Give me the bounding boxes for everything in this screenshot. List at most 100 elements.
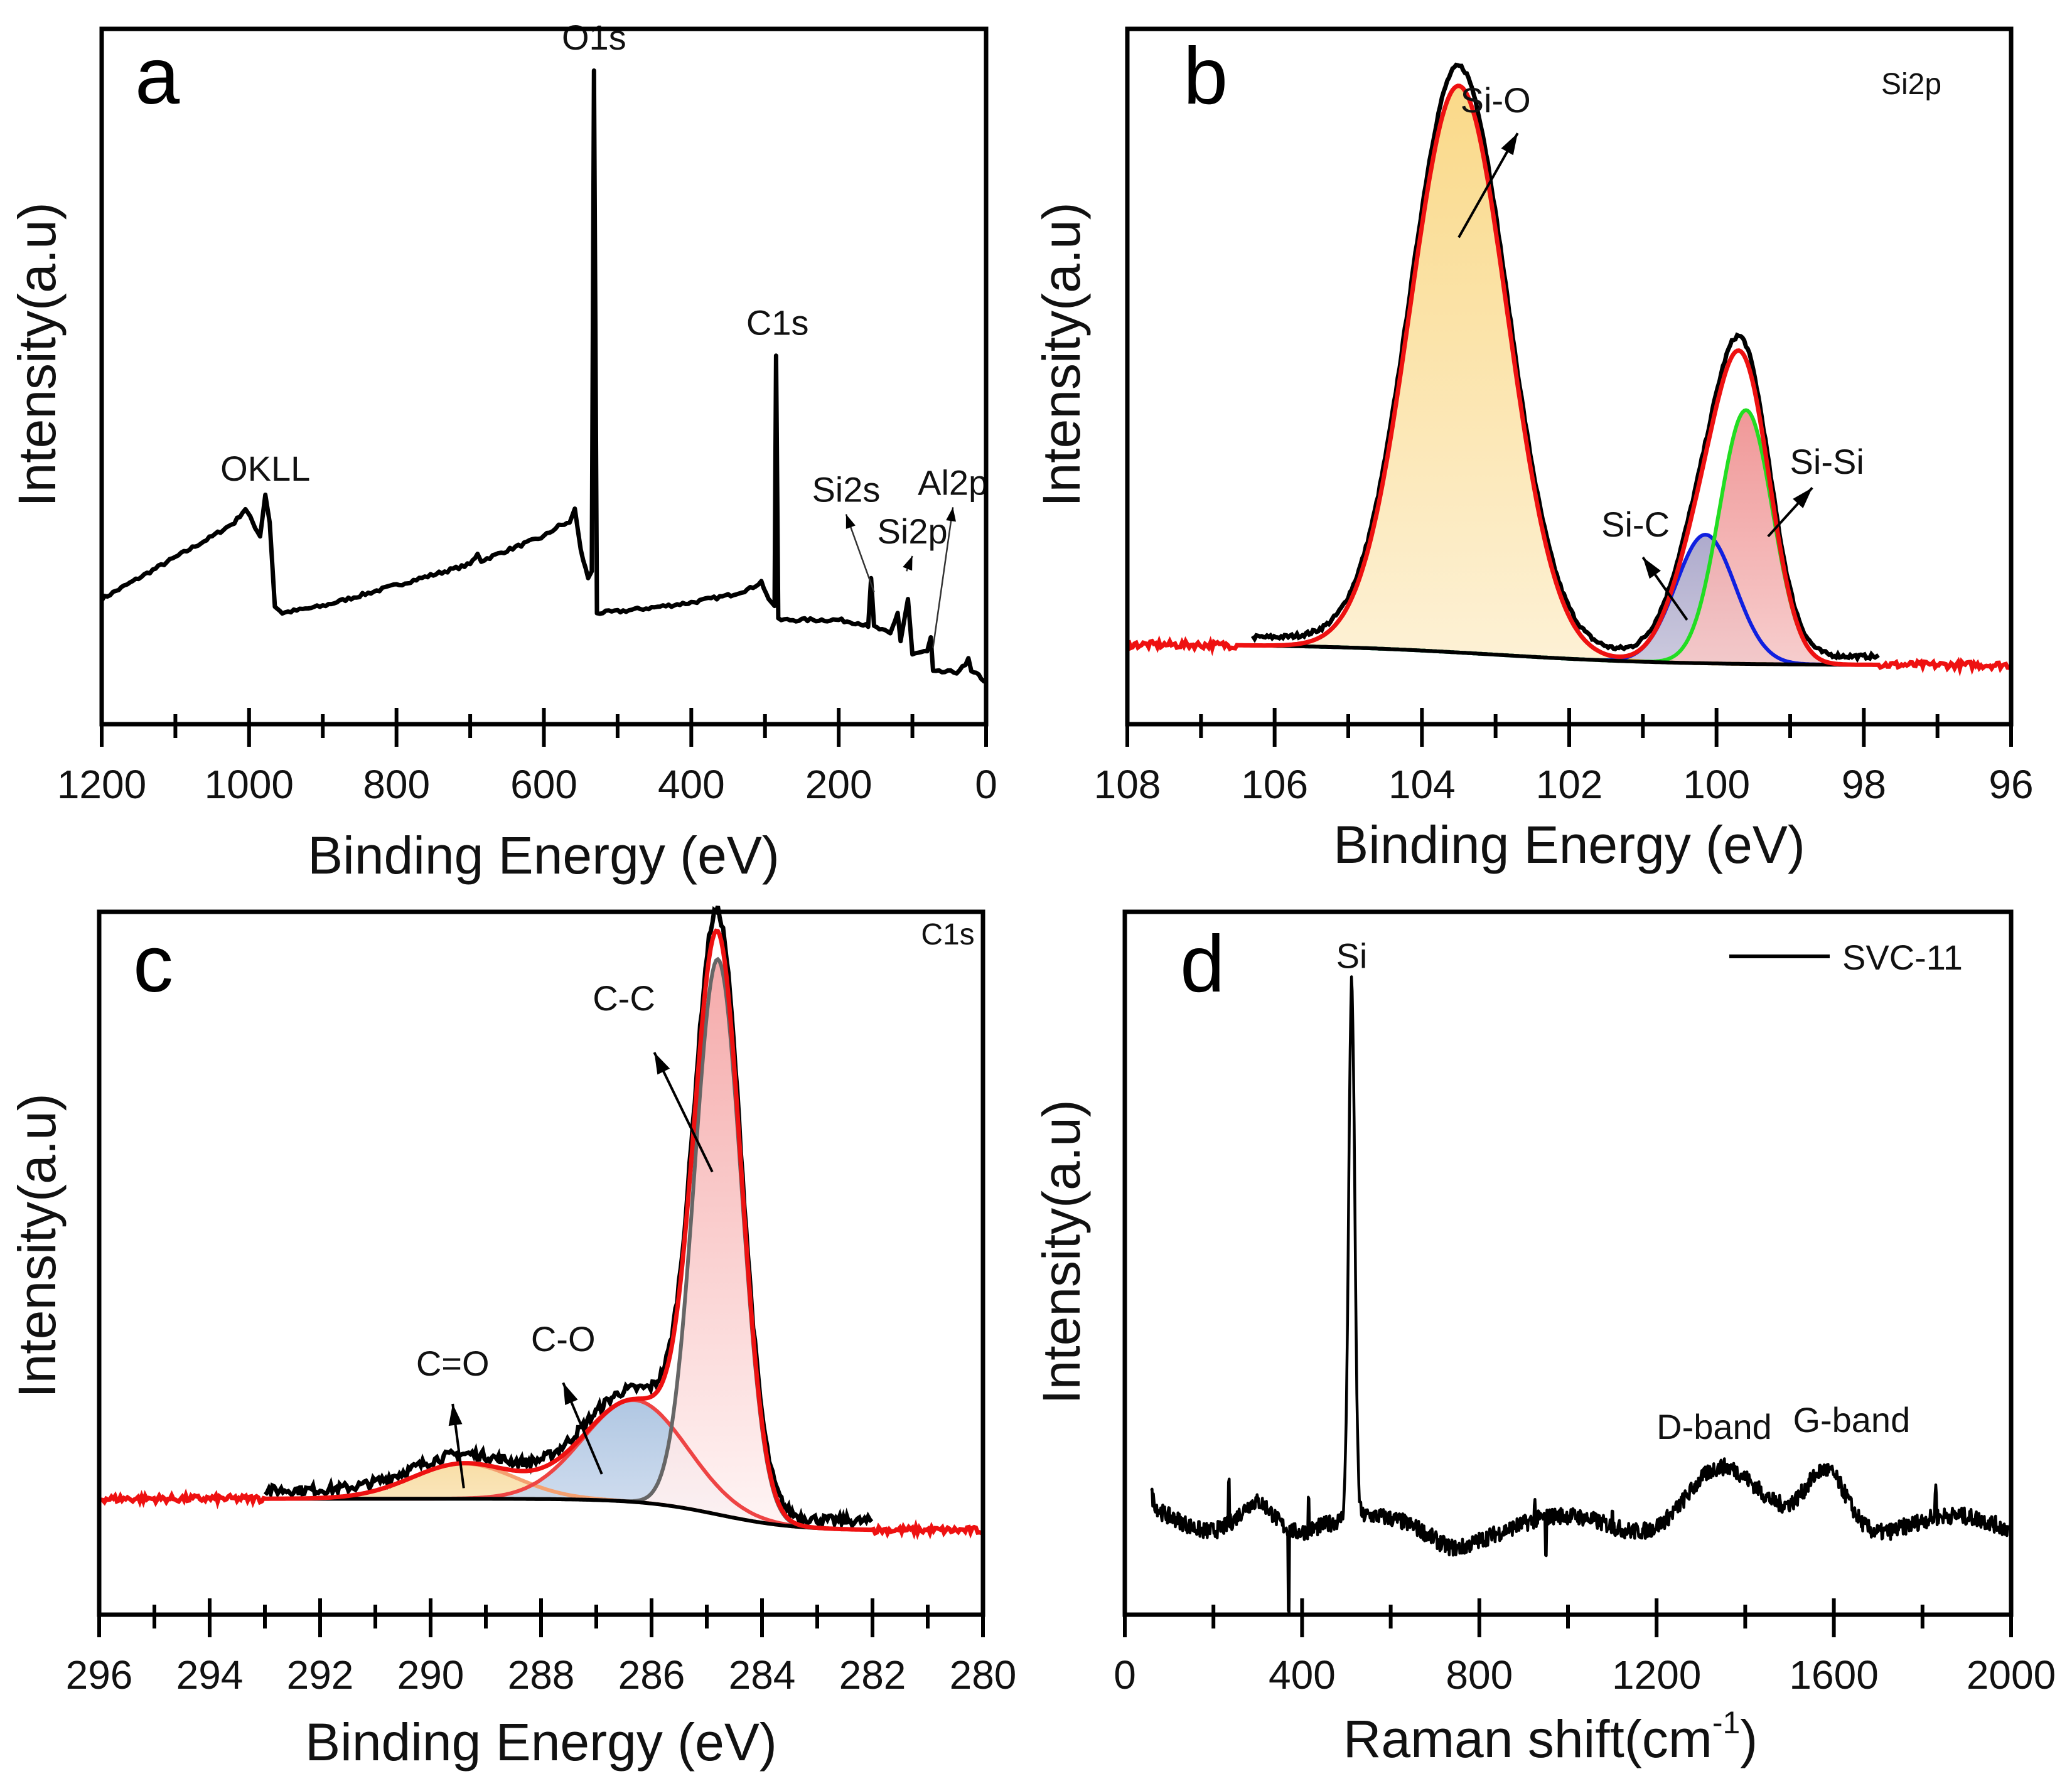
annotation-arrow bbox=[653, 1052, 714, 1173]
panel-d-x-ticks: 0 400 800 1200 1600 2000 bbox=[1114, 1598, 2056, 1698]
fit-envelope-line bbox=[1126, 83, 2013, 677]
x-label-main: Raman shift(cm bbox=[1343, 1709, 1712, 1768]
x-tick-label: 1200 bbox=[1612, 1652, 1701, 1698]
legend-label-svc-11: SVC-11 bbox=[1842, 938, 1963, 977]
x-tick-label: 284 bbox=[729, 1652, 796, 1698]
arrow-head-icon bbox=[654, 1052, 670, 1075]
peak-label-si2s: Si2s bbox=[812, 469, 880, 509]
panel-d-frame bbox=[1122, 909, 2014, 1617]
panel-b-x-axis-label: Binding Energy (eV) bbox=[1333, 815, 1805, 874]
survey-spectrum-line bbox=[99, 68, 987, 685]
fit-envelope-line bbox=[98, 928, 985, 1541]
x-label-suffix: ) bbox=[1740, 1709, 1758, 1768]
panel-a-x-axis-label: Binding Energy (eV) bbox=[308, 826, 780, 885]
x-tick-label: 800 bbox=[363, 762, 430, 807]
raman-spectrum-line bbox=[1150, 975, 2012, 1614]
x-tick-label: 0 bbox=[1114, 1652, 1136, 1698]
x-tick-label: 290 bbox=[397, 1652, 464, 1698]
panel-b-y-axis-label: Intensity(a.u) bbox=[1032, 202, 1091, 507]
fill-c-c bbox=[265, 959, 872, 1530]
x-label-superscript: -1 bbox=[1712, 1705, 1740, 1740]
x-tick-label: 400 bbox=[1269, 1652, 1336, 1698]
panel-c-x-axis-label: Binding Energy (eV) bbox=[305, 1713, 777, 1772]
panel-b-title: Si2p bbox=[1881, 68, 1941, 101]
peak-label-si-c: Si-C bbox=[1601, 505, 1670, 544]
panel-c-frame bbox=[97, 909, 985, 1617]
peak-label-o1s: O1s bbox=[562, 18, 626, 57]
fill-si-si bbox=[1238, 410, 1879, 665]
panel-d-y-axis-label: Intensity(a.u) bbox=[1032, 1099, 1091, 1404]
component-line-c-c bbox=[265, 956, 872, 1532]
panel-b-si2p: Si-O Si-C Si-Si 108 106 104 102 100 98 96 b Si2p… bbox=[1032, 26, 2034, 874]
panel-d-legend: SVC-11 bbox=[1729, 938, 1963, 977]
panel-d-raman: Si D-band G-band 0 400 800 1200 1600 2000 d SVC… bbox=[1032, 909, 2056, 1768]
x-tick-label: 102 bbox=[1536, 762, 1603, 807]
x-tick-label: 108 bbox=[1094, 762, 1161, 807]
peak-label-si-o: Si-O bbox=[1461, 80, 1531, 120]
panel-a-frame bbox=[99, 26, 989, 727]
arrow-head-icon bbox=[1501, 133, 1518, 156]
x-tick-label: 0 bbox=[975, 762, 997, 807]
peak-label-okll: OKLL bbox=[220, 449, 310, 488]
arrow-head-icon bbox=[903, 555, 913, 571]
x-tick-label: 280 bbox=[950, 1652, 1017, 1698]
x-tick-label: 200 bbox=[805, 762, 872, 807]
x-tick-label: 282 bbox=[839, 1652, 906, 1698]
panel-a-letter: a bbox=[135, 31, 180, 121]
x-tick-label: 98 bbox=[1842, 762, 1886, 807]
panel-a-x-ticks: 1200 1000 800 600 400 200 0 bbox=[57, 708, 997, 807]
arrow-head-icon bbox=[448, 1404, 463, 1426]
peak-label-c1s: C1s bbox=[746, 303, 809, 343]
x-tick-label: 1000 bbox=[205, 762, 294, 807]
panel-b-letter: b bbox=[1183, 31, 1228, 121]
panel-d-letter: d bbox=[1180, 919, 1225, 1009]
x-tick-label: 600 bbox=[510, 762, 577, 807]
x-tick-label: 286 bbox=[618, 1652, 685, 1698]
x-tick-label: 100 bbox=[1683, 762, 1750, 807]
fill-si-o bbox=[1238, 85, 1879, 665]
arrow-head-icon bbox=[946, 507, 956, 522]
x-tick-label: 288 bbox=[508, 1652, 575, 1698]
panel-c-x-ticks: 296 294 292 290 288 286 284 282 280 bbox=[66, 1598, 1017, 1698]
panel-c-plot-area: C=O C-O C-C bbox=[98, 906, 985, 1541]
arrow-head-icon bbox=[845, 514, 856, 529]
background-line bbox=[265, 1497, 872, 1532]
peak-label-si: Si bbox=[1336, 936, 1368, 976]
x-tick-label: 106 bbox=[1241, 762, 1308, 807]
x-tick-label: 104 bbox=[1388, 762, 1456, 807]
x-tick-label: 800 bbox=[1446, 1652, 1513, 1698]
peak-label-si-si: Si-Si bbox=[1790, 442, 1864, 481]
arrow-head-icon bbox=[563, 1382, 578, 1405]
x-tick-label: 2000 bbox=[1967, 1652, 2056, 1698]
peak-label-c-o: C-O bbox=[531, 1319, 596, 1359]
annotation-arrow bbox=[932, 507, 954, 648]
x-tick-label: 1200 bbox=[57, 762, 146, 807]
peak-label-d-band: D-band bbox=[1656, 1407, 1772, 1446]
arrow-head-icon bbox=[1643, 557, 1661, 579]
panel-b-x-ticks: 108 106 104 102 100 98 96 bbox=[1094, 708, 2034, 807]
background-line bbox=[1238, 643, 1879, 667]
panel-c-c1s: C=OC-OC-C 296 294 292 290 288 286 284 282 280 c … bbox=[8, 906, 1016, 1772]
peak-label-c-o: C=O bbox=[416, 1344, 490, 1383]
arrow-head-icon bbox=[1793, 488, 1813, 508]
x-tick-label: 294 bbox=[176, 1652, 244, 1698]
panel-b-plot-area: Si-O Si-C Si-Si bbox=[1126, 62, 2013, 677]
x-tick-label: 1600 bbox=[1789, 1652, 1878, 1698]
panel-c-letter: c bbox=[133, 919, 173, 1009]
x-tick-label: 296 bbox=[66, 1652, 133, 1698]
panel-d-plot-area: Si D-band G-band bbox=[1150, 936, 2012, 1614]
peak-label-c-c: C-C bbox=[593, 978, 655, 1018]
raw-data-line bbox=[263, 906, 874, 1532]
panel-d-x-axis-label: Raman shift(cm-1) bbox=[1343, 1705, 1758, 1768]
panel-a-y-axis-label: Intensity(a.u) bbox=[8, 202, 67, 507]
x-tick-label: 96 bbox=[1989, 762, 2033, 807]
panel-c-y-axis-label: Intensity(a.u) bbox=[8, 1093, 67, 1398]
peak-label-g-band: G-band bbox=[1793, 1400, 1910, 1440]
peak-label-al2p: Al2p bbox=[918, 463, 988, 502]
peak-label-si2p: Si2p bbox=[878, 511, 948, 551]
panel-c-title: C1s bbox=[921, 918, 974, 951]
x-tick-label: 400 bbox=[658, 762, 725, 807]
